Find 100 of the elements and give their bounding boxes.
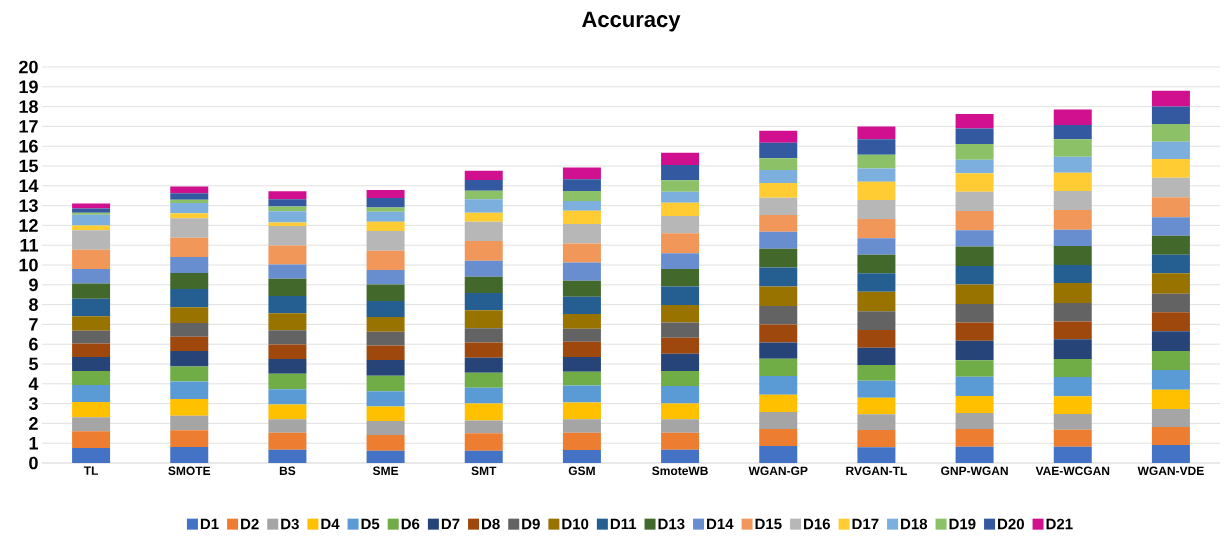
bar [1151, 235, 1190, 255]
bar [72, 417, 111, 432]
bar [661, 180, 700, 192]
bar [268, 373, 307, 390]
bar [857, 364, 896, 381]
x-tick-label: SME [372, 466, 399, 476]
bar [857, 126, 896, 140]
bar [170, 350, 209, 367]
legend-label: D17 [852, 518, 879, 530]
bar [562, 419, 601, 433]
bar [661, 268, 700, 287]
bar [1151, 273, 1190, 294]
bar [759, 214, 798, 232]
bar [661, 165, 700, 181]
bar [661, 419, 700, 433]
bar [562, 190, 601, 202]
bar [1151, 141, 1190, 160]
y-tick-label: 16 [19, 139, 38, 153]
bar [366, 360, 405, 376]
y-tick-label: 17 [19, 120, 38, 133]
bar [661, 449, 700, 463]
bar [170, 272, 209, 289]
bar [1053, 109, 1092, 126]
bar [268, 432, 307, 450]
bar [1151, 350, 1190, 370]
bar [170, 288, 209, 308]
bar [562, 262, 601, 281]
bar [366, 189, 405, 199]
bar [170, 446, 209, 463]
bar [1053, 377, 1092, 397]
legend-label: D5 [361, 518, 380, 530]
bar [366, 345, 405, 361]
bar [1151, 217, 1190, 236]
bar [1151, 389, 1190, 409]
bar [562, 328, 601, 342]
bar [170, 336, 209, 351]
bar [464, 199, 503, 213]
bar [661, 286, 700, 305]
bar [1053, 414, 1092, 430]
bar [955, 265, 994, 285]
bar [464, 292, 503, 311]
bar [1053, 156, 1092, 173]
bar [1151, 331, 1190, 351]
bar [759, 248, 798, 268]
legend-label: D15 [755, 518, 782, 530]
x-tick-label: GSM [568, 466, 595, 476]
bar [759, 286, 798, 306]
bar [366, 198, 405, 208]
x-tick-label: WGAN-GP [748, 466, 808, 476]
y-tick-label: 18 [19, 100, 38, 113]
bar [268, 404, 307, 420]
bar [562, 167, 601, 180]
bar [268, 264, 307, 279]
bar [759, 197, 798, 215]
bar [955, 230, 994, 247]
bar [72, 316, 111, 331]
bar [857, 254, 896, 274]
bar [366, 211, 405, 222]
bar [268, 225, 307, 246]
bar [562, 296, 601, 314]
bar [857, 380, 896, 398]
bar [464, 357, 503, 373]
bar [955, 376, 994, 397]
legend-label: D4 [321, 518, 340, 530]
bar [955, 210, 994, 231]
bar [1151, 369, 1190, 390]
bar [562, 432, 601, 450]
bar [562, 201, 601, 211]
bar [366, 450, 405, 463]
legend-label: D8 [482, 518, 500, 530]
bar [759, 142, 798, 159]
bar [661, 385, 700, 404]
bar [661, 233, 700, 254]
bar [955, 128, 994, 145]
bar [759, 324, 798, 343]
bar [1151, 124, 1190, 142]
bar [857, 168, 896, 182]
y-tick-label: 4 [28, 377, 39, 390]
bar [1151, 293, 1190, 313]
bar [72, 203, 111, 209]
bar [366, 301, 405, 318]
bar [366, 435, 405, 451]
bar [562, 210, 601, 225]
y-tick-label: 10 [19, 258, 38, 272]
bar [366, 317, 405, 332]
bar [268, 389, 307, 405]
bar [1151, 177, 1190, 198]
bar [366, 421, 405, 436]
bar [268, 359, 307, 374]
bar [955, 446, 994, 463]
legend-label: D20 [998, 518, 1024, 530]
bar [170, 203, 209, 214]
x-tick-label: SMOTE [168, 466, 211, 476]
bar [661, 305, 700, 323]
bar [562, 357, 601, 372]
bar [268, 278, 307, 297]
y-tick-label: 20 [19, 60, 38, 74]
bar [857, 139, 896, 155]
bar [759, 231, 798, 249]
bar [170, 193, 209, 200]
